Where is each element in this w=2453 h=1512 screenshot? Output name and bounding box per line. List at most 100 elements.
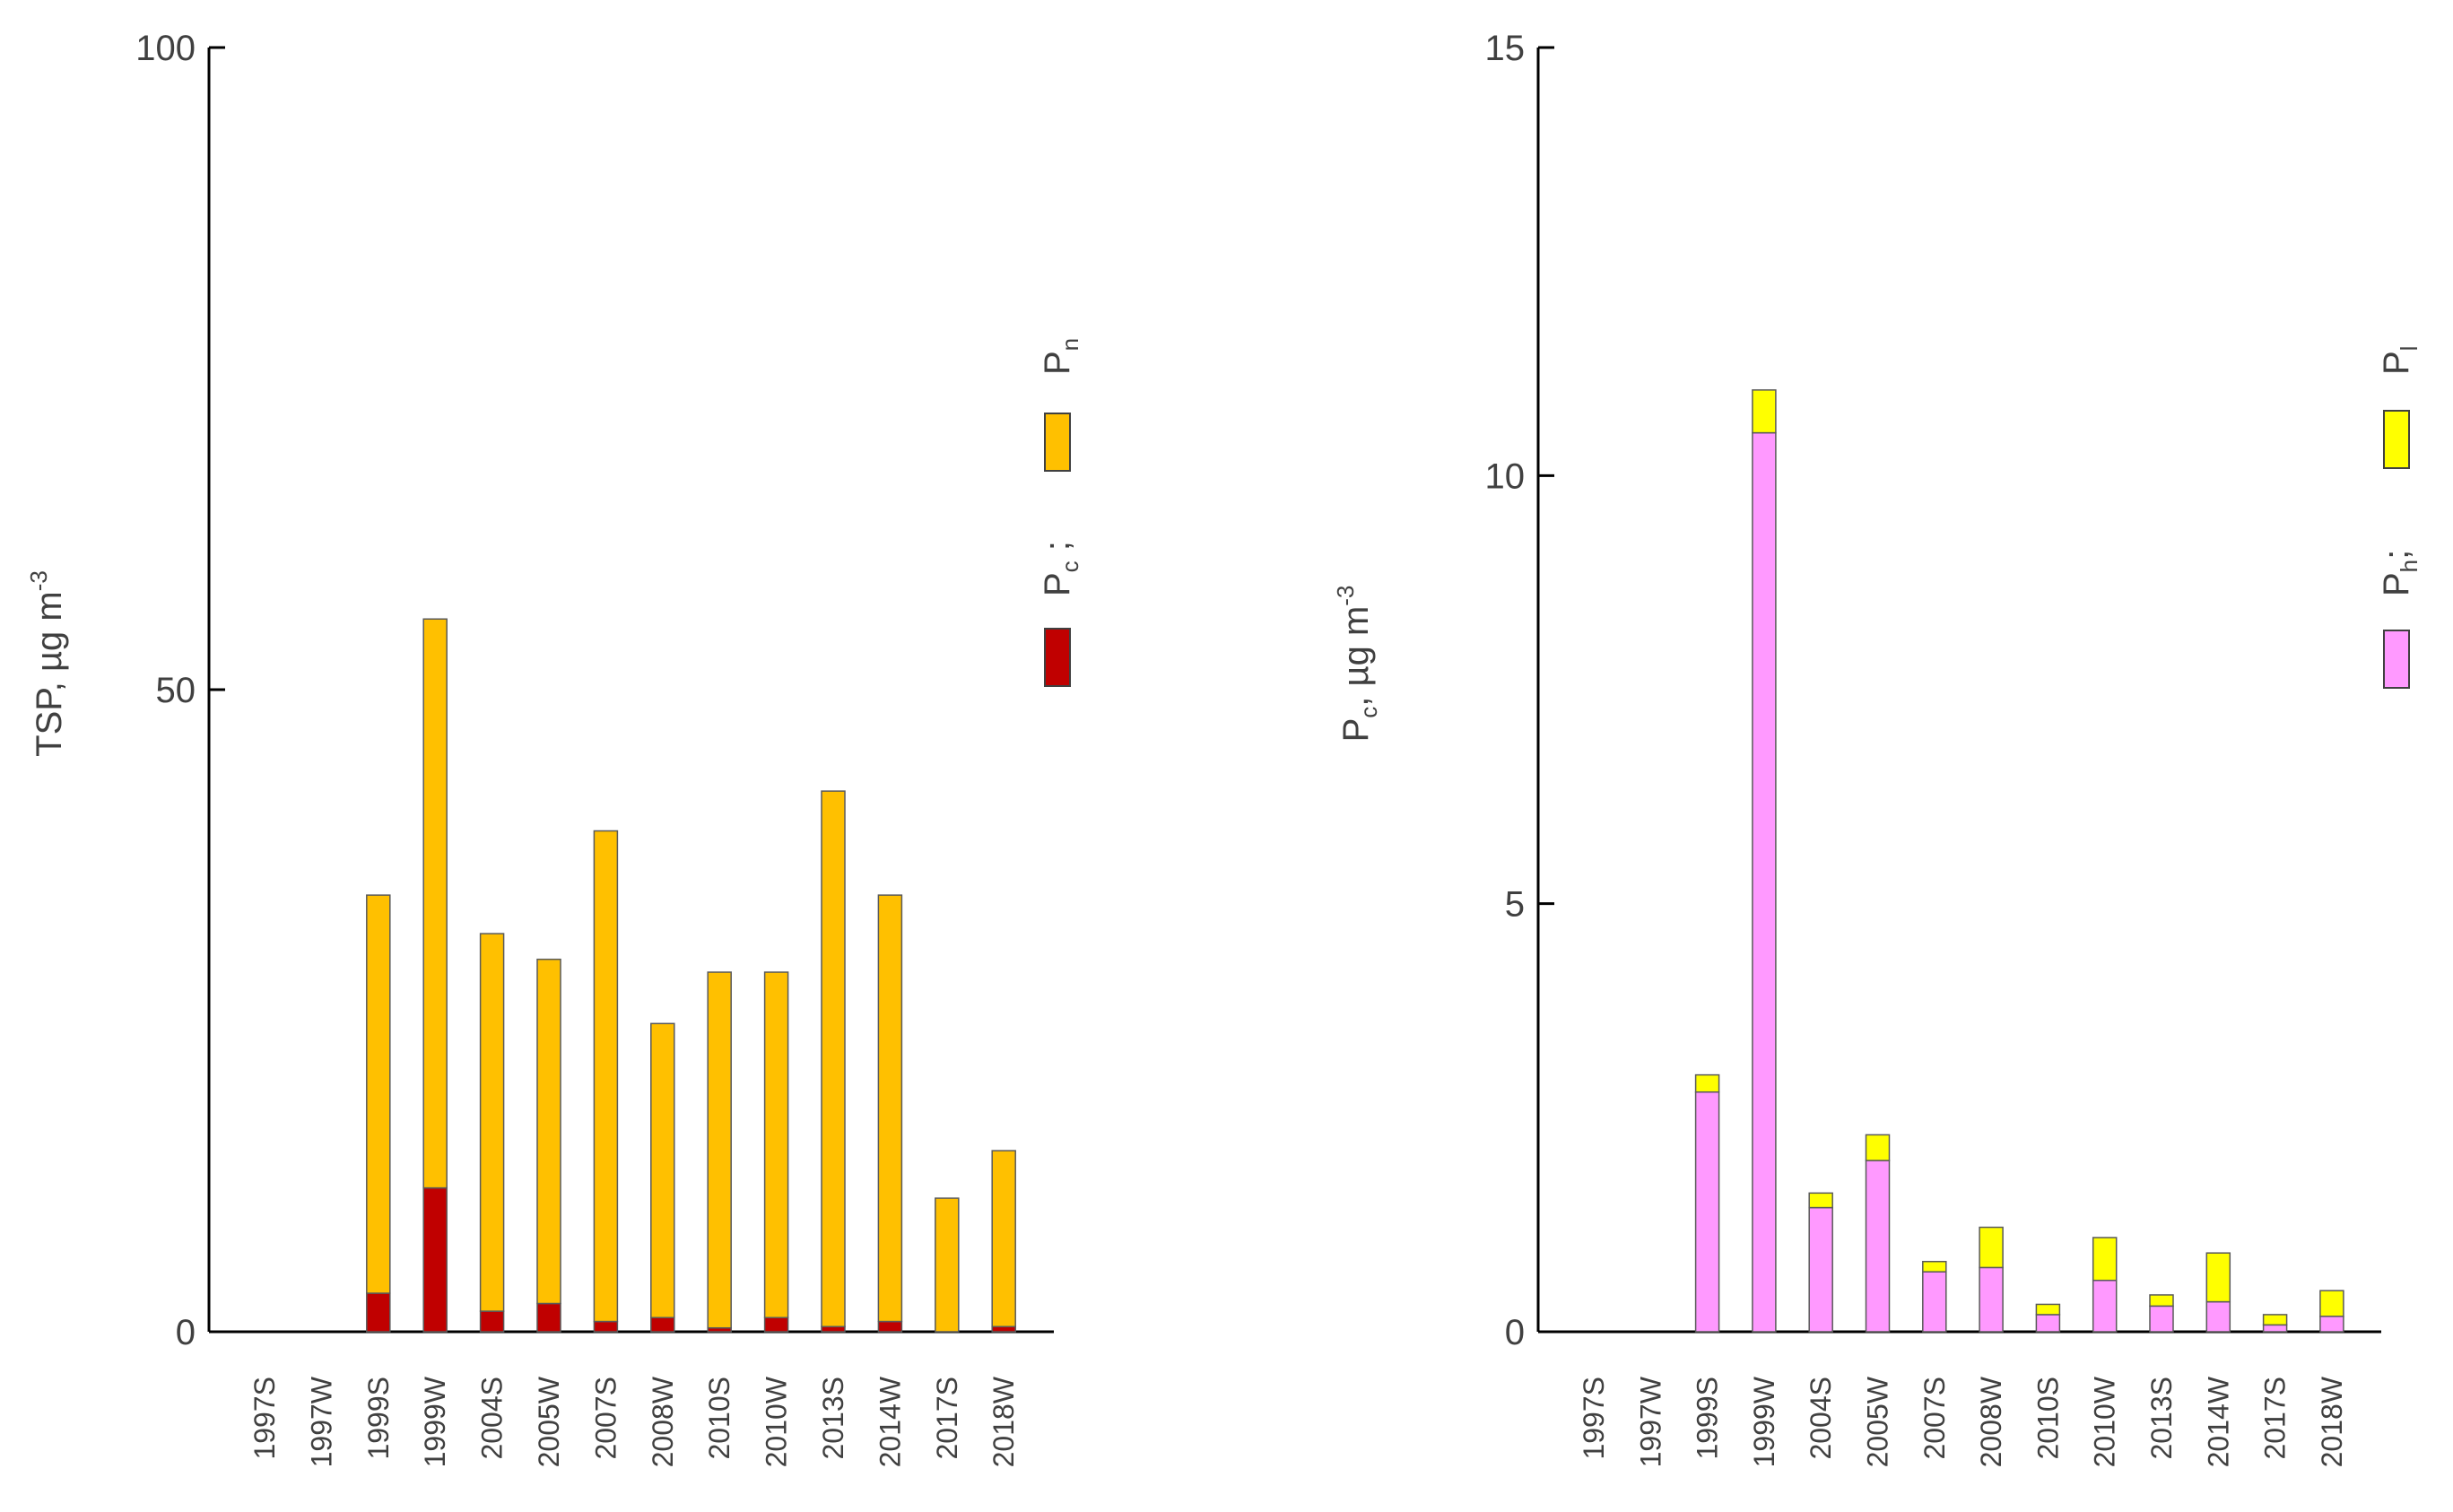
bar-pl-2014w (2205, 1252, 2231, 1303)
legend: Pc ; Pn (1038, 338, 1083, 687)
x-tick-label: 2004S (1805, 1377, 1837, 1460)
bar-ph-2013s (2149, 1305, 2174, 1333)
legend-swatch-ph (2383, 630, 2410, 689)
bars (366, 618, 1016, 1333)
x-tick-labels: 1997S 1997W 1999S 1999W 2004S 2005W 2007S 2008W… (1578, 1376, 2348, 1467)
x-tick-label: 2008W (647, 1376, 679, 1467)
x-tick-label: 2018W (2316, 1376, 2348, 1467)
bar-pl-2018w (2319, 1290, 2344, 1317)
bar-pn-1999s (366, 894, 391, 1294)
y-tick-label: 0 (176, 1313, 196, 1352)
bar-ph-2005w (1865, 1160, 1891, 1333)
x-tick-label: 2007S (1918, 1377, 1951, 1460)
y-tick-label: 15 (1485, 29, 1526, 68)
x-tick-label: 1999W (1748, 1376, 1780, 1467)
x-tick-label: 1999S (362, 1377, 395, 1460)
legend-label-pl: Pl (2377, 346, 2423, 375)
bar-pc-2008w (650, 1316, 675, 1333)
x-tick-label: 2005W (533, 1376, 565, 1467)
y-tick-label: 100 (135, 29, 196, 68)
bar-pn-2013s (821, 790, 846, 1328)
y-tick-label: 10 (1485, 456, 1526, 496)
x-tick-label: 2010S (2031, 1377, 2064, 1460)
x-tick-label: 2007S (589, 1377, 622, 1460)
x-tick-label: 2013S (2145, 1377, 2178, 1460)
bar-ph-2017s (2262, 1324, 2288, 1333)
y-ticks: 0 50 100 (135, 29, 225, 1352)
bar-ph-2007s (1922, 1271, 1947, 1333)
bar-ph-1999w (1752, 431, 1777, 1333)
bars (1694, 389, 2344, 1333)
bar-pn-2004s (479, 933, 505, 1312)
x-tick-label: 1999W (419, 1376, 451, 1467)
pc-chart: 0 5 10 15 1997S 1997W 1999S 1999W 2004S 2005W 200… (1332, 29, 2423, 1467)
legend-swatch-pn (1044, 413, 1071, 472)
x-tick-label: 2010S (703, 1377, 735, 1460)
x-tick-label: 2010W (761, 1376, 793, 1467)
y-tick-label: 0 (1505, 1313, 1525, 1352)
bar-pc-2005w (536, 1302, 561, 1333)
x-tick-label: 2005W (1862, 1376, 1894, 1467)
bar-pc-2004s (479, 1310, 505, 1333)
legend-label-pc: Pc ; (1038, 541, 1083, 596)
bar-pl-1999s (1694, 1073, 1720, 1093)
bar-pn-1999w (422, 618, 448, 1189)
bar-ph-2008w (1979, 1266, 2004, 1333)
bar-ph-2010w (2092, 1279, 2118, 1333)
x-tick-label: 2017S (931, 1377, 963, 1460)
bar-ph-2018w (2319, 1316, 2344, 1333)
bar-pc-1999w (422, 1186, 448, 1333)
x-tick-label: 1997S (1578, 1377, 1610, 1460)
x-tick-label: 2014W (874, 1376, 906, 1467)
bar-pn-2017s (935, 1197, 960, 1333)
x-tick-label: 2014W (2202, 1376, 2234, 1467)
y-axis-label: Pc, µg m-3 (1332, 586, 1382, 743)
bar-pl-2008w (1979, 1226, 2004, 1269)
bar-pl-1999w (1752, 389, 1777, 434)
bar-pn-2007s (593, 830, 619, 1323)
bar-pl-2010s (2035, 1303, 2061, 1316)
x-tick-label: 2018W (987, 1376, 1020, 1467)
bar-pl-2004s (1808, 1192, 1833, 1209)
x-tick-label: 2017S (2259, 1377, 2292, 1460)
bar-pc-2013s (821, 1325, 846, 1333)
bar-pl-2010w (2092, 1237, 2118, 1282)
y-axis-label: TSP, µg m-3 (25, 570, 69, 757)
x-tick-labels: 1997S 1997W 1999S 1999W 2004S 2005W 2007S 2008W… (248, 1376, 1020, 1467)
bar-pn-2008w (650, 1022, 675, 1318)
bar-pn-2018w (991, 1150, 1016, 1328)
bar-pn-2014w (877, 894, 903, 1323)
bar-pn-2010s (707, 971, 732, 1329)
legend-label-pn: Pn (1038, 338, 1083, 375)
bar-ph-2004s (1808, 1206, 1833, 1333)
y-tick-label: 50 (156, 671, 196, 710)
bar-pl-2005w (1865, 1134, 1891, 1161)
bar-pc-2010w (763, 1316, 789, 1333)
x-tick-label: 1997W (305, 1376, 337, 1467)
legend: Ph; Pl (2377, 346, 2423, 689)
bar-pc-2007s (593, 1320, 619, 1333)
legend-swatch-pc (1044, 628, 1071, 687)
bar-ph-2010s (2035, 1314, 2061, 1333)
legend-swatch-pl (2383, 410, 2410, 469)
bar-pc-2018w (991, 1325, 1016, 1333)
x-tick-label: 2013S (817, 1377, 849, 1460)
bar-pn-2010w (763, 971, 789, 1318)
x-tick-label: 1997S (248, 1377, 281, 1460)
x-tick-label: 2010W (2089, 1376, 2121, 1467)
x-tick-label: 1997W (1634, 1376, 1666, 1467)
bar-pl-2017s (2262, 1314, 2288, 1326)
bar-ph-2014w (2205, 1300, 2231, 1333)
bar-pc-1999s (366, 1292, 391, 1333)
y-ticks: 0 5 10 15 (1485, 29, 1554, 1352)
y-tick-label: 5 (1505, 885, 1525, 925)
bar-pc-2014w (877, 1320, 903, 1333)
bar-pn-2005w (536, 958, 561, 1305)
x-tick-label: 2004S (476, 1377, 509, 1460)
x-tick-label: 1999S (1692, 1377, 1724, 1460)
bar-pl-2013s (2149, 1294, 2174, 1308)
x-tick-label: 2008W (1975, 1376, 2007, 1467)
bar-ph-1999s (1694, 1091, 1720, 1333)
bar-pl-2007s (1922, 1260, 1947, 1273)
